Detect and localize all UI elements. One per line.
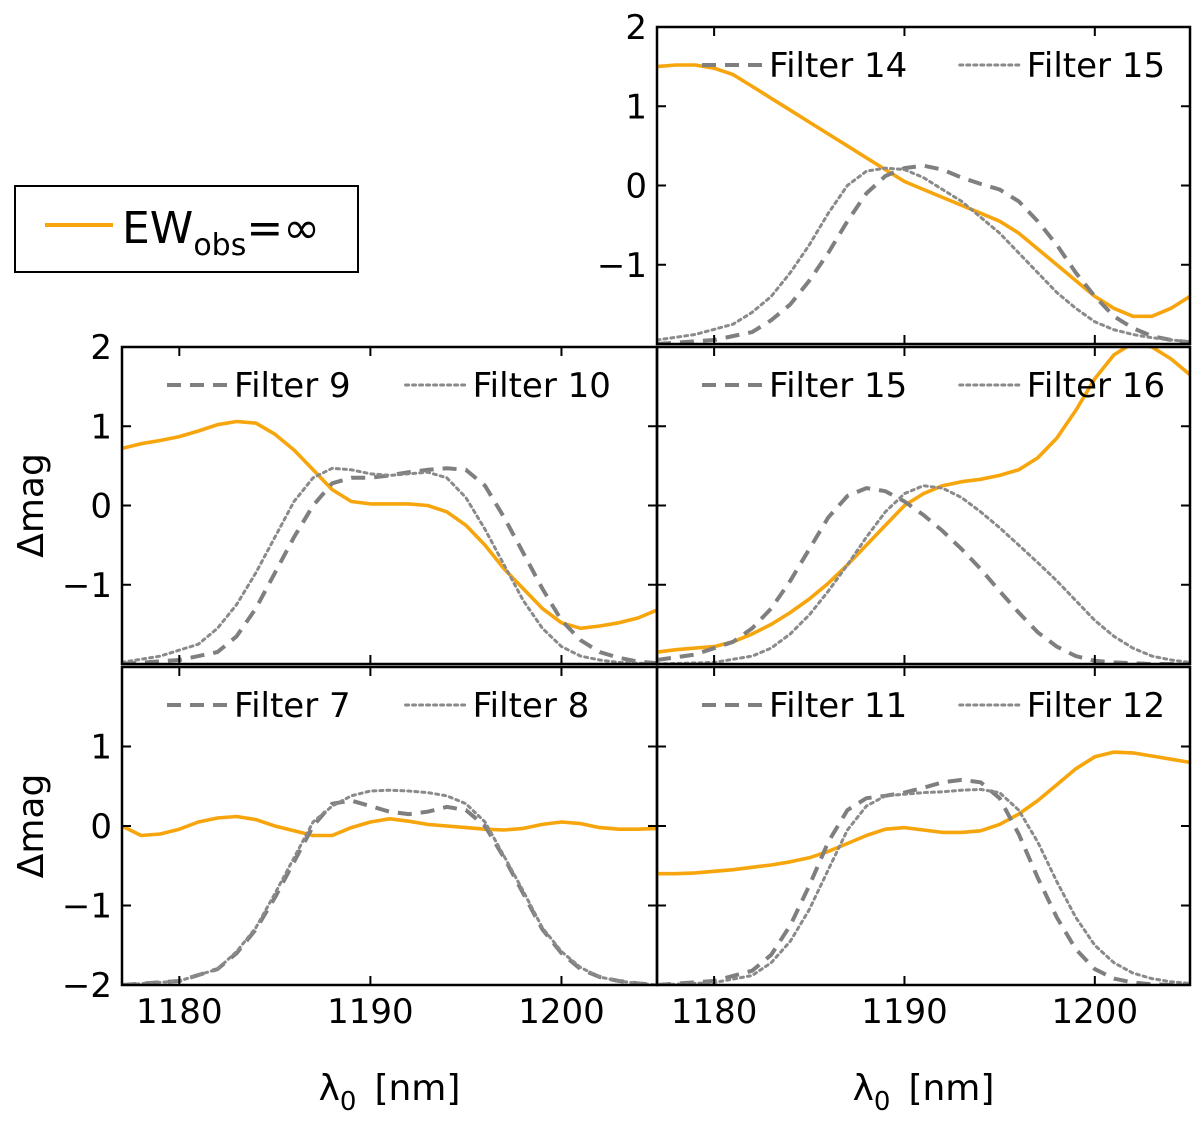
panel-bottom-right: 1180 1190 1200 Filter 11 Filter 12 λ0 [nm] <box>655 665 1192 1117</box>
series-line-dashed <box>657 163 1190 344</box>
panel-legend: Filter 14 Filter 15 <box>702 46 1165 86</box>
series-line-dotted <box>122 466 657 664</box>
panel-top-right: 2 1 0 −1 Filter 14 Filter 15 <box>597 8 1192 346</box>
y-tick-label: −1 <box>62 566 112 606</box>
series-line-solid <box>122 419 657 631</box>
series-line-solid <box>657 63 1190 319</box>
series-line-dotted <box>657 484 1190 664</box>
series-group <box>122 788 657 985</box>
legend-label: Filter 12 <box>1027 686 1165 726</box>
y-axis-label: Δmag <box>11 453 52 558</box>
y-tick-label: 0 <box>625 167 647 207</box>
legend-label: Filter 16 <box>1027 366 1165 406</box>
panel-bottom-left: 1180 1190 1200 1 0 −1 −2 Filter 7 Filter 8 Δmag λ0… <box>11 665 659 1117</box>
x-tick-label: 1180 <box>671 992 758 1032</box>
series-line-dotted <box>122 788 657 985</box>
series-line-dashed <box>122 798 657 985</box>
y-tick-label: 0 <box>90 807 112 847</box>
legend-label: Filter 9 <box>234 366 351 406</box>
panel-legend: Filter 11 Filter 12 <box>702 686 1165 726</box>
series-line-dashed <box>657 777 1190 985</box>
legend-label: Filter 11 <box>769 686 907 726</box>
series-line-solid <box>122 814 657 838</box>
y-tick-label: 2 <box>625 8 647 48</box>
legend-label: Filter 10 <box>473 366 611 406</box>
y-axis-label: Δmag <box>11 774 52 879</box>
y-tick-label: 0 <box>90 487 112 527</box>
legend-label: Filter 15 <box>769 366 907 406</box>
panel-middle-right: Filter 15 Filter 16 <box>655 345 1192 666</box>
series-line-dashed <box>122 466 657 664</box>
x-tick-label: 1200 <box>1052 992 1139 1032</box>
series-group <box>657 347 1190 664</box>
y-tick-label: 1 <box>625 87 647 127</box>
figure-legend-frame <box>14 185 359 273</box>
x-axis-label: λ0 [nm] <box>319 1068 461 1117</box>
x-axis-label: λ0 [nm] <box>853 1068 995 1117</box>
figure-legend: EWobs=∞ <box>14 185 359 273</box>
series-line-dashed <box>657 486 1190 664</box>
legend-label: Filter 14 <box>769 46 907 86</box>
series-line-dotted <box>657 787 1190 985</box>
legend-label: Filter 15 <box>1027 46 1165 86</box>
series-group <box>657 750 1190 985</box>
series-line-solid <box>657 347 1190 654</box>
legend-label: Filter 8 <box>473 686 590 726</box>
legend-label: Filter 7 <box>234 686 351 726</box>
x-tick-label: 1190 <box>327 992 414 1032</box>
y-tick-label: 2 <box>90 328 112 368</box>
series-line-solid <box>657 750 1190 876</box>
y-tick-label: −1 <box>62 887 112 927</box>
panel-legend: Filter 9 Filter 10 <box>167 366 611 406</box>
x-tick-label: 1190 <box>861 992 948 1032</box>
x-tick-label: 1180 <box>136 992 223 1032</box>
series-group <box>657 63 1190 344</box>
panel-legend: Filter 15 Filter 16 <box>702 366 1165 406</box>
series-group <box>122 419 657 664</box>
panel-middle-left: 2 1 0 −1 Filter 9 Filter 10 Δmag <box>11 328 659 666</box>
y-tick-label: 1 <box>90 728 112 768</box>
y-tick-label: −1 <box>597 246 647 286</box>
x-tick-label: 1200 <box>518 992 605 1032</box>
figure-legend-label: EWobs=∞ <box>122 203 320 263</box>
series-line-dotted <box>657 166 1190 344</box>
y-tick-label: −2 <box>62 966 112 1006</box>
y-tick-label: 1 <box>90 407 112 447</box>
panel-legend: Filter 7 Filter 8 <box>167 686 589 726</box>
